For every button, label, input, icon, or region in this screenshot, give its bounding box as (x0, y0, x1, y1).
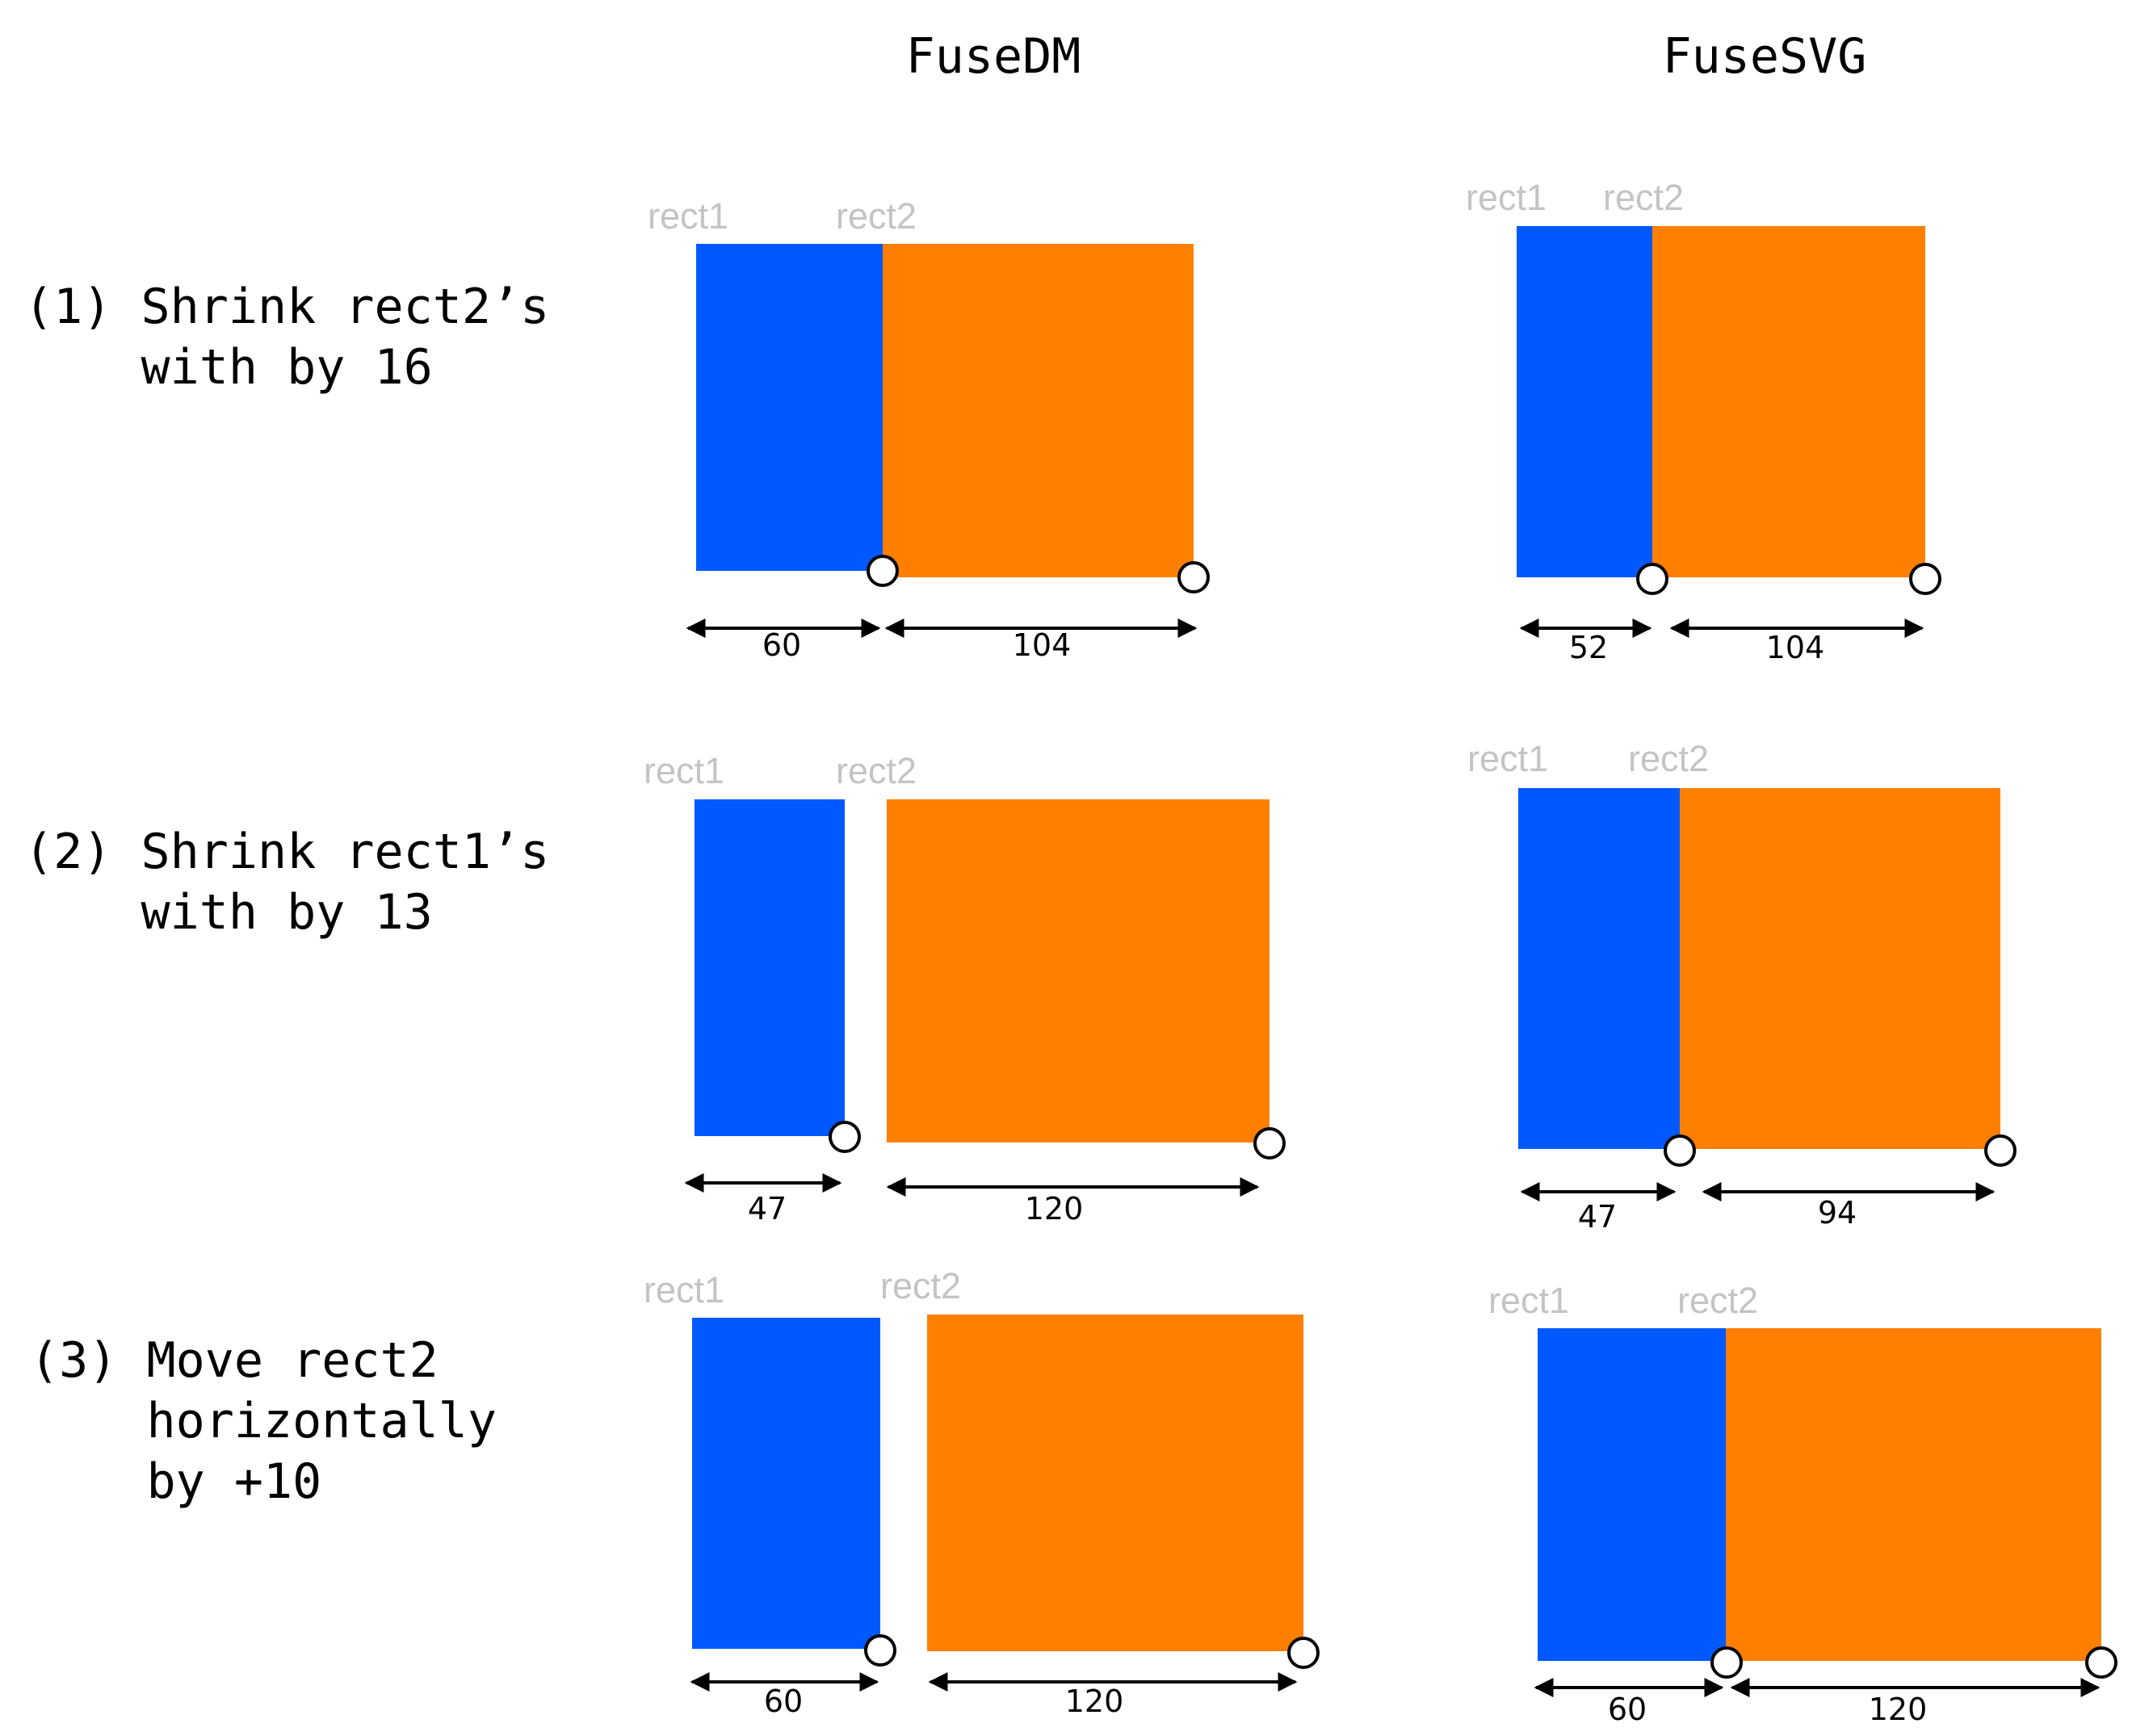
rect2-resize-handle[interactable] (1909, 563, 1941, 595)
rect1-label: rect1 (1466, 177, 1547, 218)
rect1-width-label: 52 (1569, 630, 1608, 665)
rect2-label: rect2 (1677, 1280, 1758, 1321)
panels: rect1 rect2 60 104 rect1 rect2 52 104 rect1 rect2… (644, 177, 2117, 1727)
rect1-resize-handle[interactable] (864, 1634, 896, 1667)
rect2-resize-handle[interactable] (2085, 1646, 2117, 1679)
rect2-label: rect2 (836, 195, 917, 237)
rect1-width-label: 60 (764, 1684, 803, 1719)
rect2-width-label: 120 (1025, 1191, 1084, 1227)
rect2-resize-handle[interactable] (1253, 1127, 1286, 1159)
row-label-line: by +10 (30, 1453, 321, 1510)
rect2-width-label: 104 (1013, 627, 1072, 663)
row-3-label: (3) Move rect2 horizontally by +10 (30, 1332, 497, 1510)
rect1-label: rect1 (644, 750, 724, 791)
rect1-resize-handle[interactable] (1710, 1646, 1743, 1679)
panel-fusedm-row-2: rect1 rect2 47 120 (644, 750, 1286, 1227)
rect1-width-label: 47 (1578, 1199, 1617, 1235)
rect2-label: rect2 (1628, 738, 1709, 779)
row-1-label: (1) Shrink rect2’s with by 16 (24, 279, 549, 396)
rect2-width-label: 120 (1065, 1684, 1124, 1719)
rect2-width-label: 94 (1818, 1195, 1857, 1231)
rect2-shape[interactable] (1726, 1328, 2101, 1661)
rect1-width-label: 60 (762, 627, 801, 663)
rect1-shape[interactable] (692, 1318, 880, 1649)
column-title-fusedm: FuseDM (906, 28, 1081, 85)
rect2-shape[interactable] (1652, 226, 1925, 577)
rect2-shape[interactable] (883, 244, 1194, 577)
rect1-resize-handle[interactable] (867, 555, 899, 587)
rect2-shape[interactable] (1680, 788, 2000, 1149)
rect2-label: rect2 (836, 750, 917, 791)
rect1-width-label: 60 (1608, 1692, 1647, 1727)
rect1-resize-handle[interactable] (829, 1121, 861, 1153)
rect2-shape[interactable] (927, 1315, 1303, 1651)
row-label-line: with by 13 (24, 884, 433, 941)
panel-fusesvg-row-3: rect1 rect2 60 120 (1488, 1280, 2117, 1727)
rect1-shape[interactable] (1517, 226, 1652, 577)
rect2-resize-handle[interactable] (1177, 561, 1210, 593)
row-label-line: (1) Shrink rect2’s (24, 279, 549, 335)
rect1-shape[interactable] (1518, 788, 1680, 1149)
rect1-resize-handle[interactable] (1636, 563, 1668, 595)
row-label-line: horizontally (30, 1393, 497, 1449)
rect1-shape[interactable] (1538, 1328, 1726, 1661)
rect1-resize-handle[interactable] (1664, 1134, 1696, 1167)
rect2-resize-handle[interactable] (1984, 1134, 2017, 1167)
rect1-label: rect1 (1488, 1280, 1569, 1321)
rect2-width-label: 104 (1766, 630, 1825, 665)
rect1-label: rect1 (644, 1269, 724, 1310)
panel-fusesvg-row-1: rect1 rect2 52 104 (1466, 177, 1941, 665)
rect2-width-label: 120 (1869, 1692, 1928, 1727)
row-label-line: (2) Shrink rect1’s (24, 824, 549, 880)
row-2-label: (2) Shrink rect1’s with by 13 (24, 824, 549, 941)
rect1-shape[interactable] (695, 799, 845, 1136)
panel-fusesvg-row-2: rect1 rect2 47 94 (1467, 738, 2017, 1235)
row-label-line: (3) Move rect2 (30, 1332, 439, 1389)
column-title-fusesvg: FuseSVG (1663, 28, 1867, 85)
rect1-width-label: 47 (748, 1191, 787, 1227)
rect1-label: rect1 (1467, 738, 1548, 779)
rect1-shape[interactable] (696, 244, 883, 571)
rect2-shape[interactable] (887, 799, 1270, 1143)
row-label-line: with by 16 (24, 339, 433, 396)
panel-fusedm-row-3: rect1 rect2 60 120 (644, 1265, 1320, 1719)
panel-fusedm-row-1: rect1 rect2 60 104 (648, 195, 1210, 663)
rect1-label: rect1 (648, 195, 728, 237)
rect2-resize-handle[interactable] (1287, 1637, 1320, 1669)
rect2-label: rect2 (1603, 177, 1684, 218)
rect2-label: rect2 (880, 1265, 961, 1306)
